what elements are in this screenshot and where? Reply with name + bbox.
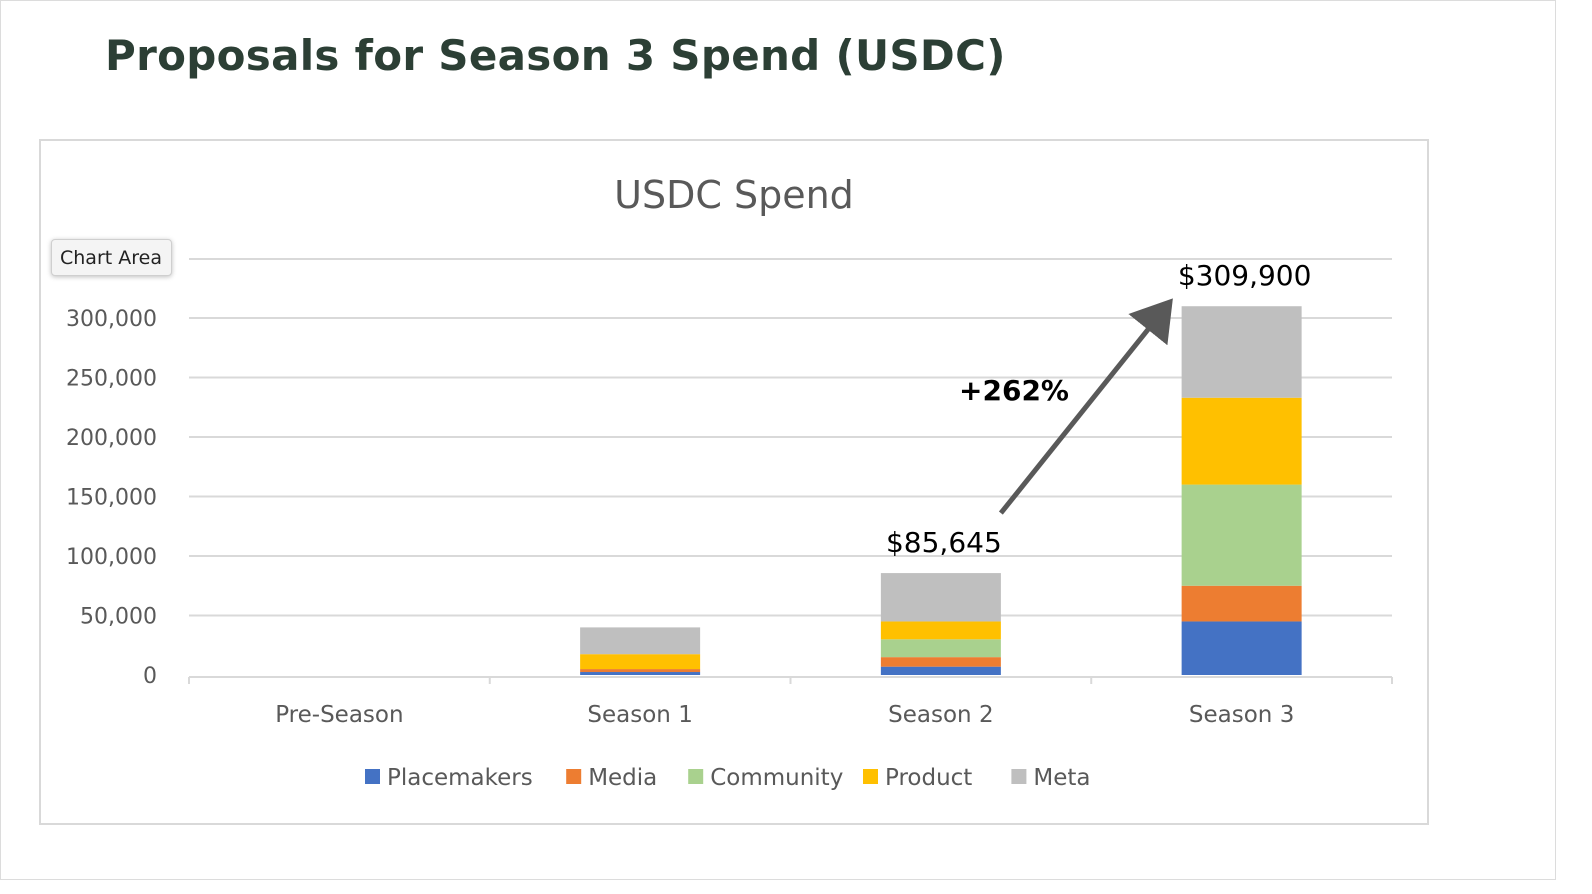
x-tick-label: Season 2 — [888, 702, 993, 728]
data-label: $309,900 — [1178, 259, 1312, 292]
bar-segment-media — [880, 657, 1001, 667]
legend-label: Meta — [1033, 765, 1090, 791]
x-tick-label: Pre-Season — [275, 702, 403, 728]
legend-label: Community — [710, 765, 843, 791]
page-title: Proposals for Season 3 Spend (USDC) — [105, 31, 1006, 80]
bar-segment-placemakers — [880, 666, 1001, 675]
bar-segment-meta — [880, 573, 1001, 622]
bar-segment-placemakers — [580, 672, 701, 675]
y-tick-label: 300,000 — [66, 307, 157, 332]
legend-label: Product — [885, 765, 972, 791]
bar-segment-media — [580, 669, 701, 673]
legend-swatch-product — [863, 769, 878, 784]
chart[interactable]: USDC Spend 0 50,000 100,000 150,000 200,000 25… — [1, 1, 1557, 881]
y-tick-label: 0 — [143, 664, 157, 689]
data-label: $85,645 — [886, 526, 1002, 559]
chart-title: USDC Spend — [614, 173, 854, 217]
bar-segment-community — [880, 639, 1001, 658]
x-tick-label: Season 1 — [587, 702, 692, 728]
bar-segment-meta — [580, 627, 701, 655]
legend-label: Placemakers — [387, 765, 533, 791]
bar-segment-product — [880, 621, 1001, 640]
y-tick-label: 100,000 — [66, 545, 157, 570]
legend-swatch-community — [688, 769, 704, 784]
bar-segment-meta — [1181, 306, 1302, 398]
growth-annotation: +262% — [959, 374, 1069, 407]
bar-segment-media — [1181, 585, 1302, 622]
y-tick-label: 50,000 — [80, 605, 157, 630]
bar-segment-community — [1181, 484, 1302, 586]
y-tick-label: 150,000 — [66, 486, 157, 511]
x-tick-label: Season 3 — [1189, 702, 1294, 728]
bar-segment-placemakers — [1181, 621, 1302, 675]
legend-swatch-media — [566, 769, 582, 784]
bar-segment-product — [1181, 397, 1302, 485]
bar-segment-product — [580, 654, 701, 670]
legend-swatch-meta — [1011, 769, 1027, 784]
chart-area-tooltip: Chart Area — [51, 239, 172, 276]
legend-label: Media — [588, 765, 657, 791]
growth-arrow — [998, 298, 1173, 515]
legend-swatch-placemakers — [365, 769, 380, 784]
slide: Proposals for Season 3 Spend (USDC) USDC… — [0, 0, 1556, 880]
y-tick-label: 200,000 — [66, 426, 157, 451]
y-tick-label: 250,000 — [66, 367, 157, 392]
